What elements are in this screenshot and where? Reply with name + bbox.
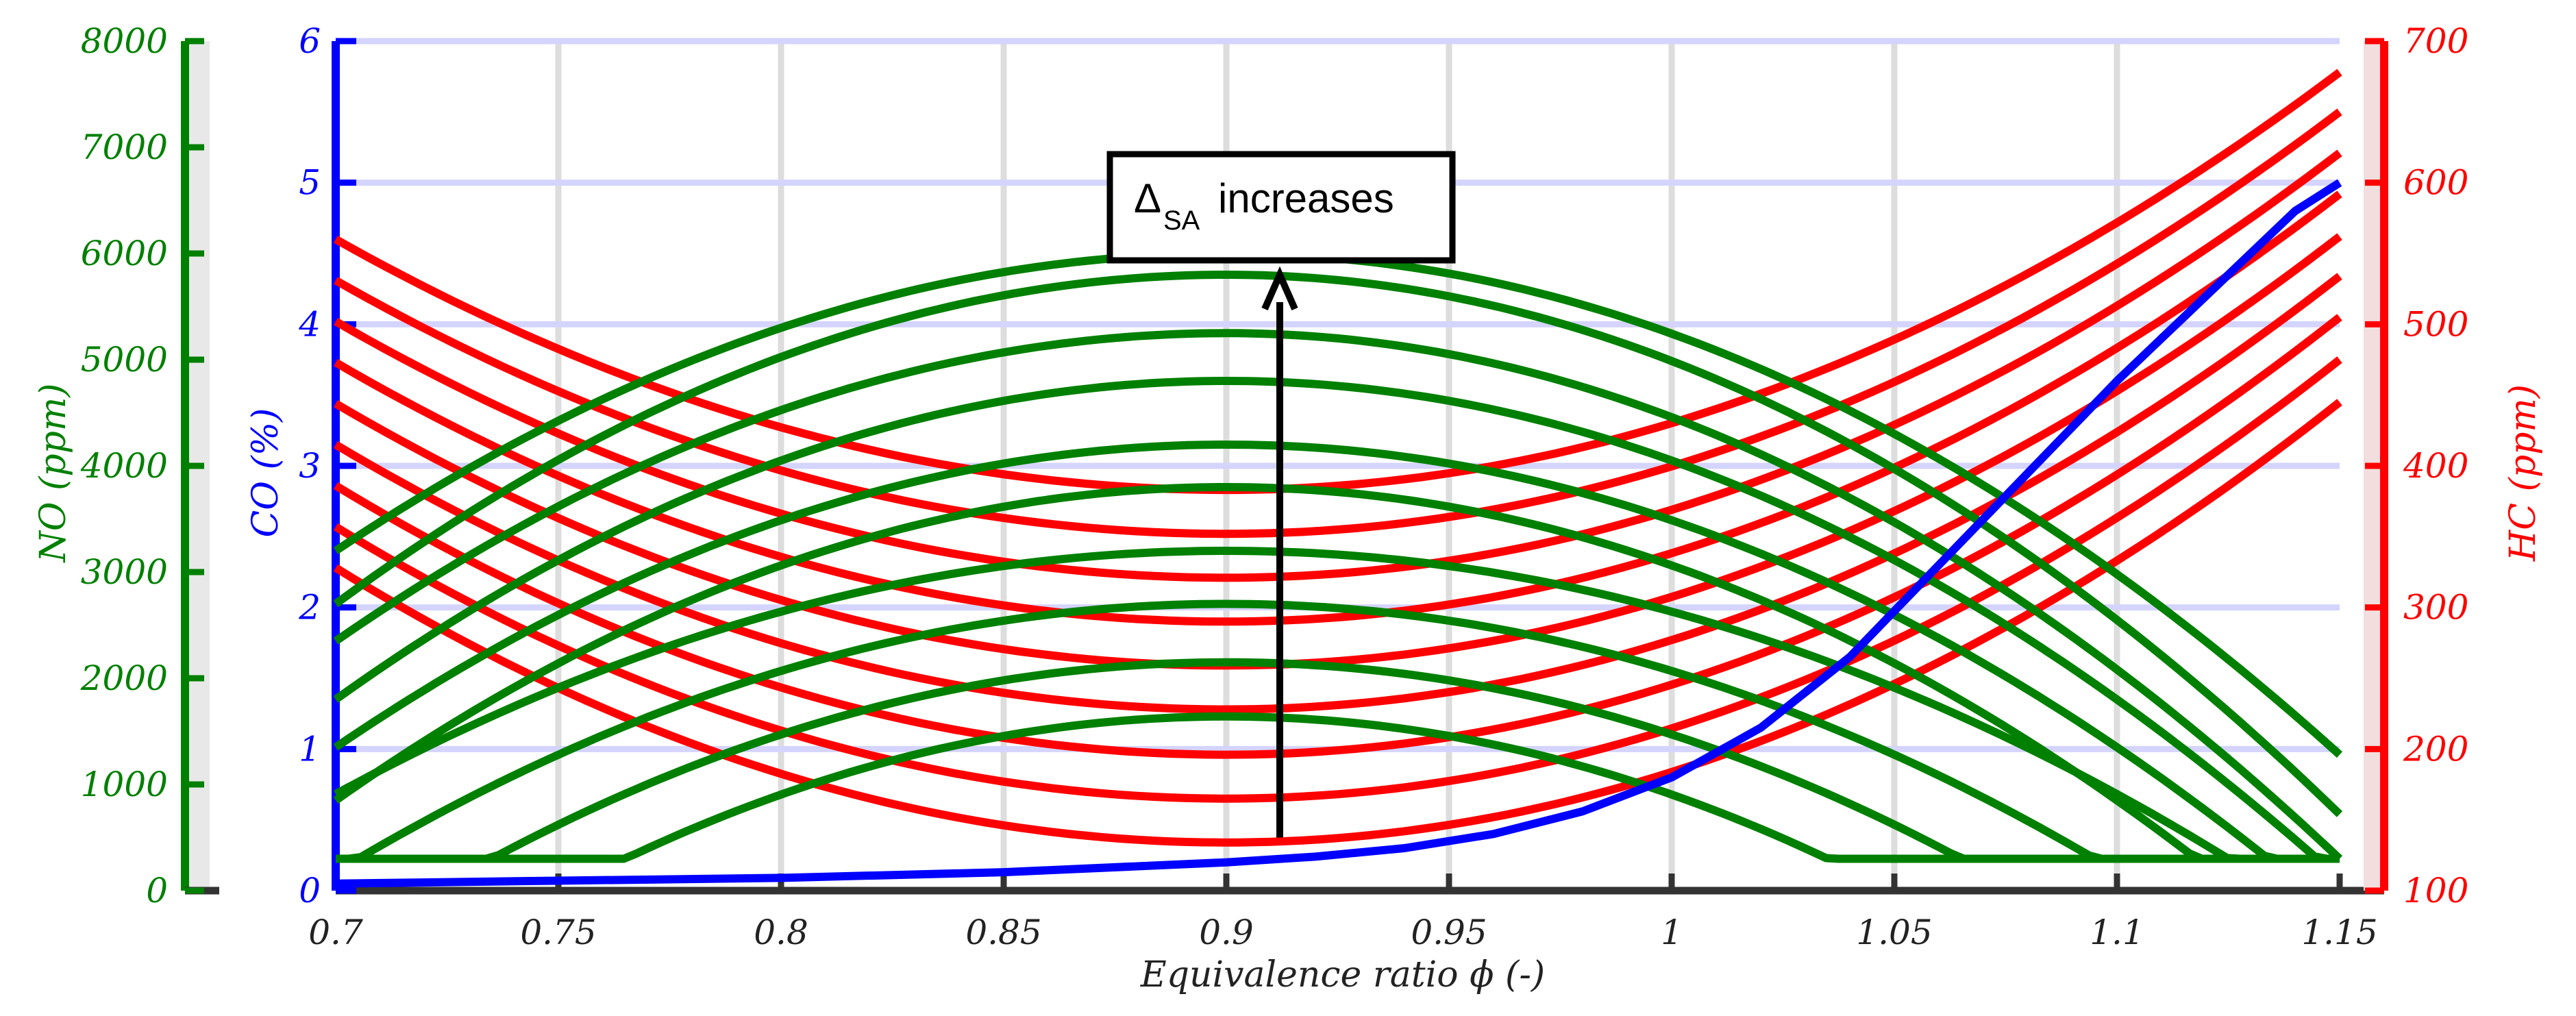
hc-axis-label: HC (ppm) <box>2503 384 2544 562</box>
hc-line <box>334 108 2342 538</box>
co-axis-label: CO (%) <box>245 408 286 538</box>
hc-tick-label: 500 <box>2403 304 2468 344</box>
no-tick-label: 0 <box>146 871 168 910</box>
hc-line <box>333 356 2342 803</box>
x-tick-label: 1 <box>1661 913 1683 952</box>
co-tick-label: 1 <box>299 729 321 769</box>
no-line <box>333 271 2343 817</box>
hc-line <box>333 190 2342 626</box>
no-tick-label: 2000 <box>80 658 168 698</box>
no-line <box>333 377 2340 863</box>
co-tick-label: 4 <box>298 304 321 344</box>
co-tick-label: 6 <box>299 21 321 61</box>
co-tick-label: 0 <box>299 871 321 910</box>
hc-tick-label: 200 <box>2403 729 2468 769</box>
no-tick-label: 8000 <box>81 21 168 61</box>
x-tick-label: 1.05 <box>1856 913 1932 952</box>
axes: 0.7 0.75 0.8 0.85 0.9 0.95 1 1.05 1.1 1.150100020… <box>80 21 2469 952</box>
hc-tick-label: 700 <box>2403 21 2468 61</box>
annotation-arrow-head <box>1261 266 1298 311</box>
x-tick-label: 1.1 <box>2090 913 2144 952</box>
no-line <box>336 599 2340 863</box>
co-tick-label: 2 <box>298 588 321 628</box>
x-tick-label: 1.15 <box>2301 913 2377 952</box>
hc-tick-label: 400 <box>2403 446 2468 486</box>
hc-line <box>334 69 2342 495</box>
no-line <box>334 547 2340 863</box>
no-tick-label: 5000 <box>81 340 168 380</box>
co-line <box>335 179 2342 888</box>
annotation-delta: Δ <box>1134 175 1161 221</box>
x-tick-label: 0.85 <box>965 913 1041 952</box>
no-tick-label: 4000 <box>80 446 168 486</box>
hc-tick-label: 300 <box>2403 588 2468 628</box>
annotation-box <box>1106 151 1456 264</box>
hc-tick-label: 600 <box>2403 163 2468 203</box>
co-tick-label: 5 <box>299 163 321 203</box>
no-axis-label: NO (ppm) <box>33 383 74 563</box>
annotation-text: increases <box>1218 175 1394 221</box>
x-tick-label: 0.9 <box>1199 913 1254 952</box>
x-tick-label: 0.7 <box>308 913 363 952</box>
no-tick-label: 6000 <box>81 234 168 273</box>
no-tick-label: 7000 <box>81 127 168 167</box>
annotation: Δ SA increases <box>1106 151 1456 264</box>
x-axis-label: Equivalence ratio ϕ (-) <box>1140 954 1545 995</box>
no-line <box>336 658 2340 863</box>
x-tick-label: 0.95 <box>1411 913 1487 952</box>
no-line <box>333 483 2340 863</box>
no-line <box>333 441 2340 863</box>
no-tick-label: 1000 <box>81 765 168 804</box>
no-tick-label: 3000 <box>81 552 168 592</box>
x-tick-label: 0.8 <box>754 913 808 952</box>
x-tick-label: 0.75 <box>520 913 596 952</box>
hc-line <box>334 149 2342 582</box>
co-tick-label: 3 <box>299 446 321 486</box>
no-line <box>333 329 2343 862</box>
annotation-subscript: SA <box>1163 206 1200 236</box>
hc-tick-label: 100 <box>2403 871 2468 910</box>
